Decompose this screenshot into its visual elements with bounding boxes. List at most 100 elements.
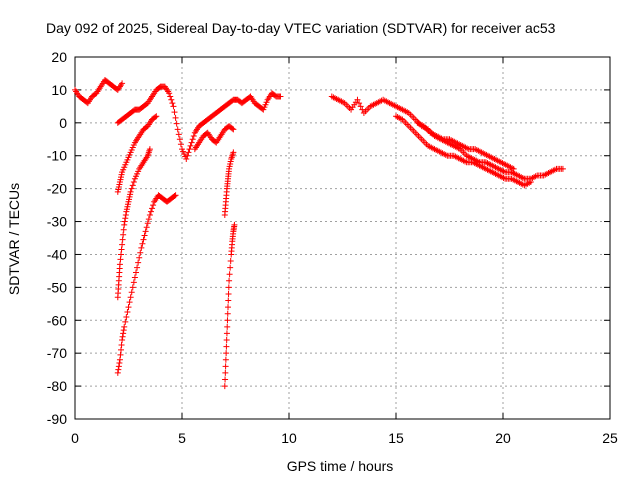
data-point (119, 236, 126, 243)
data-point (138, 244, 145, 251)
data-point (223, 350, 230, 357)
data-point (140, 236, 147, 243)
data-point (150, 202, 157, 209)
data-point (169, 100, 176, 107)
data-point (224, 317, 231, 324)
data-point (120, 330, 127, 337)
data-point (143, 224, 150, 231)
data-point (119, 337, 126, 344)
data-point (134, 264, 141, 271)
data-point (129, 182, 136, 189)
data-point (146, 146, 153, 153)
data-point (184, 152, 191, 159)
data-point (172, 114, 179, 121)
data-point (510, 165, 517, 172)
data-point (559, 165, 566, 172)
data-point (354, 96, 361, 103)
y-axis-title: SDTVAR / TECUs (6, 183, 22, 295)
data-point (185, 149, 192, 156)
data-point (130, 279, 137, 286)
data-point (121, 218, 128, 225)
plot-frame (74, 56, 611, 420)
data-point (146, 211, 153, 218)
data-point (116, 261, 123, 268)
data-marks (72, 77, 566, 390)
series-arc-drop-3 (114, 192, 179, 376)
data-point (122, 318, 129, 325)
data-point (223, 330, 230, 337)
y-tick-label: -90 (47, 411, 67, 427)
data-point (176, 136, 183, 143)
data-point (115, 366, 122, 373)
data-point (122, 211, 129, 218)
data-point (222, 356, 229, 363)
data-point (186, 146, 193, 153)
data-point (119, 80, 126, 87)
data-point (124, 309, 131, 316)
data-point (147, 208, 154, 215)
data-point (226, 271, 233, 278)
data-point (227, 258, 234, 265)
data-point (221, 383, 228, 390)
data-point (166, 90, 173, 97)
data-point (116, 360, 123, 367)
data-point (131, 274, 138, 281)
data-point (117, 351, 124, 358)
x-tick-label: 25 (602, 430, 618, 446)
data-point (127, 294, 134, 301)
data-point (114, 369, 121, 376)
data-point (227, 264, 234, 271)
data-point (229, 125, 236, 132)
data-point (224, 323, 231, 330)
data-point (170, 103, 177, 110)
data-point (130, 179, 137, 186)
data-point (145, 216, 152, 223)
x-tick-label: 0 (71, 430, 79, 446)
data-point (118, 346, 125, 353)
data-point (144, 220, 151, 227)
data-point (167, 93, 174, 100)
y-tick-label: -20 (47, 181, 67, 197)
data-point (123, 313, 130, 320)
data-point (132, 269, 139, 276)
data-point (230, 126, 237, 133)
data-point (115, 363, 122, 370)
data-point (119, 333, 126, 340)
data-point (527, 179, 534, 186)
data-point (149, 205, 156, 212)
data-point (128, 289, 135, 296)
x-axis-title: GPS time / hours (287, 458, 394, 474)
data-point (174, 126, 181, 133)
data-point (152, 114, 159, 121)
data-point (117, 256, 124, 263)
data-point (172, 192, 179, 199)
data-point (141, 232, 148, 239)
y-tick-label: 20 (51, 49, 67, 65)
y-tick-label: -50 (47, 279, 67, 295)
data-point (183, 156, 190, 163)
data-point (222, 363, 229, 370)
chart-title: Day 092 of 2025, Sidereal Day-to-day VTE… (46, 20, 556, 36)
data-point (187, 142, 194, 149)
x-tick-label: 15 (388, 430, 404, 446)
data-point (231, 221, 238, 228)
y-tick-label: 10 (51, 82, 67, 98)
data-point (222, 369, 229, 376)
data-point (225, 297, 232, 304)
x-axis: 0 5 10 15 20 25 (71, 57, 618, 446)
data-point (127, 188, 134, 195)
y-tick-label: -40 (47, 246, 67, 262)
data-point (188, 139, 195, 146)
data-point (171, 193, 178, 200)
data-point (121, 323, 128, 330)
data-point (230, 149, 237, 156)
series-arc-drop-5 (221, 149, 237, 218)
data-point (128, 185, 135, 192)
data-point (129, 284, 136, 291)
data-point (139, 240, 146, 247)
data-point (120, 226, 127, 233)
data-point (356, 100, 363, 107)
data-point (153, 113, 160, 120)
data-point (171, 109, 178, 116)
data-point (142, 228, 149, 235)
